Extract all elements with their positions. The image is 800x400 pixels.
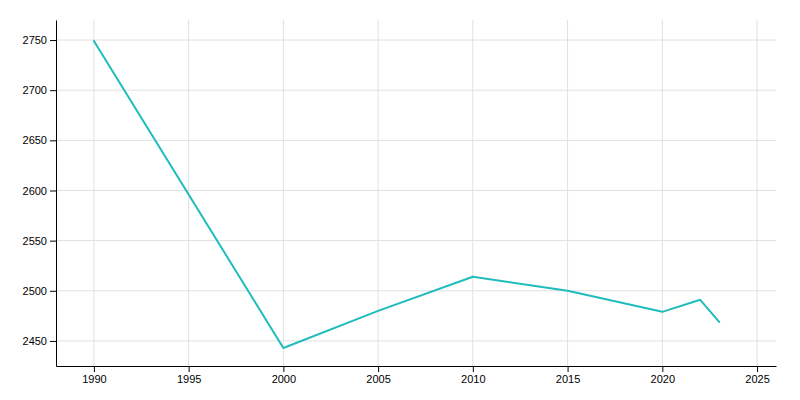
grid-line-x	[283, 20, 284, 366]
y-tick-mark	[50, 291, 56, 292]
chart: 1990 1995 2000 2005 2010 2015 2020 2025 2450 2500…	[0, 0, 800, 400]
y-tick-mark	[50, 241, 56, 242]
x-tick-label: 2010	[461, 373, 485, 385]
y-tick-label: 2600	[23, 185, 47, 197]
y-tick: 2550	[23, 235, 56, 247]
x-axis: 1990 1995 2000 2005 2010 2015 2020 2025	[57, 366, 777, 385]
x-tick: 2015	[556, 366, 580, 385]
x-tick-mark	[94, 366, 95, 372]
x-tick-label: 2015	[556, 373, 580, 385]
grid-line-x	[93, 20, 94, 366]
x-tick: 2020	[651, 366, 675, 385]
grid-line-y	[56, 240, 776, 241]
y-axis: 2450 2500 2550 2600 2650 2700 2750	[23, 21, 57, 367]
x-tick: 2025	[745, 366, 769, 385]
y-tick-mark	[50, 341, 56, 342]
x-tick: 2005	[366, 366, 390, 385]
grid-line-x	[378, 20, 379, 366]
x-tick-mark	[473, 366, 474, 372]
grid-line-x	[472, 20, 473, 366]
y-tick-mark	[50, 90, 56, 91]
grid	[56, 20, 776, 366]
x-tick-label: 1990	[82, 373, 106, 385]
x-axis-line	[57, 366, 777, 367]
y-tick-label: 2550	[23, 235, 47, 247]
y-tick: 2750	[23, 34, 56, 46]
x-tick-mark	[662, 366, 663, 372]
x-tick-mark	[189, 366, 190, 372]
y-tick-label: 2500	[23, 285, 47, 297]
grid-line-x	[567, 20, 568, 366]
grid-line-x	[757, 20, 758, 366]
x-tick-mark	[378, 366, 379, 372]
grid-line-x	[662, 20, 663, 366]
y-tick: 2700	[23, 84, 56, 96]
x-tick: 1995	[177, 366, 201, 385]
y-tick-label: 2650	[23, 134, 47, 146]
x-tick: 1990	[82, 366, 106, 385]
y-tick-mark	[50, 140, 56, 141]
marks	[94, 41, 719, 348]
y-tick: 2500	[23, 285, 56, 297]
grid-line-y	[56, 290, 776, 291]
x-tick-mark	[283, 366, 284, 372]
grid-line-y	[56, 90, 776, 91]
y-tick: 2450	[23, 335, 56, 347]
y-tick: 2650	[23, 134, 56, 146]
grid-line-y	[56, 190, 776, 191]
y-tick-label: 2700	[23, 84, 47, 96]
x-tick-label: 2020	[651, 373, 675, 385]
grid-line-y	[56, 40, 776, 41]
line	[94, 41, 719, 348]
x-tick-label: 2005	[366, 373, 390, 385]
x-tick: 2000	[272, 366, 296, 385]
y-tick: 2600	[23, 185, 56, 197]
y-tick-label: 2750	[23, 34, 47, 46]
x-tick-label: 2025	[745, 373, 769, 385]
y-tick-label: 2450	[23, 335, 47, 347]
plot: 1990 1995 2000 2005 2010 2015 2020 2025 2450 2500…	[23, 20, 777, 385]
y-tick-mark	[50, 40, 56, 41]
x-tick-mark	[568, 366, 569, 372]
y-axis-line	[56, 21, 57, 367]
y-tick-mark	[50, 190, 56, 191]
grid-line-y	[56, 340, 776, 341]
x-tick-label: 2000	[272, 373, 296, 385]
grid-line-y	[56, 140, 776, 141]
x-tick: 2010	[461, 366, 485, 385]
x-tick-mark	[757, 366, 758, 372]
x-tick-label: 1995	[177, 373, 201, 385]
